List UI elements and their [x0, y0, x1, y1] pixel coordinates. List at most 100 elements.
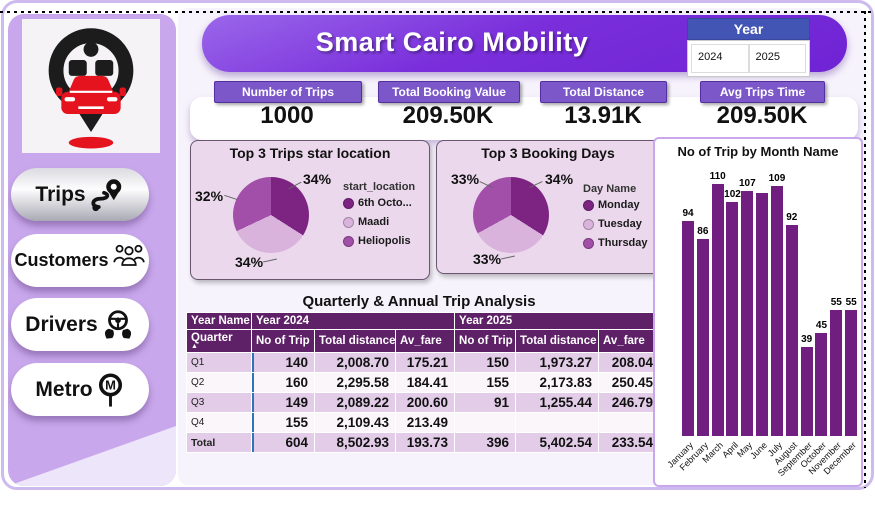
legend-bullet: [343, 216, 354, 228]
pie1-leader-line: [224, 194, 238, 201]
sidebar-item-trips[interactable]: Trips: [11, 168, 149, 221]
row-header-q3: Q3: [187, 393, 251, 412]
table-row-q2[interactable]: Q2 160 2,295.58 184.41 155 2,173.83 250.45: [187, 373, 660, 392]
column-header-2024-av-fare[interactable]: Av_fare: [396, 330, 455, 352]
kpi-label-total-distance: Total Distance: [540, 81, 667, 103]
table-cell: 91: [455, 393, 516, 412]
legend-item-heliopolis[interactable]: Heliopolis: [343, 235, 415, 247]
table-cell: 150: [455, 353, 516, 372]
column-group-year-2025[interactable]: Year 2025: [455, 313, 660, 329]
sidebar-item-metro[interactable]: Metro M: [11, 363, 149, 416]
table-cell: 246.79: [599, 393, 660, 412]
sidebar-item-customers-label: Customers: [14, 250, 109, 270]
bar-value-label: 94: [682, 208, 694, 219]
page-title: Smart Cairo Mobility: [315, 27, 589, 57]
sidebar-item-customers[interactable]: Customers: [11, 234, 149, 287]
pie1-plot[interactable]: [233, 177, 309, 253]
sidebar: Trips Customers Drivers Metro M: [8, 14, 176, 486]
year-option-2024[interactable]: 2024: [691, 44, 749, 73]
bar-value-label: 107: [738, 178, 756, 189]
table-cell: 208.04: [599, 353, 660, 372]
bar-value-label: 110: [709, 171, 726, 182]
bar-value-label: 92: [786, 212, 798, 223]
legend-item-tuesday[interactable]: Tuesday: [583, 218, 648, 230]
legend-item-monday[interactable]: Monday: [583, 199, 648, 211]
bar-chart-title: No of Trip by Month Name: [677, 144, 839, 159]
table-row-total[interactable]: Total 604 8,502.93 193.73 396 5,402.54 233.54: [187, 433, 660, 452]
table-row-q4[interactable]: Q4 155 2,109.43 213.49: [187, 413, 660, 432]
bar-december[interactable]: [845, 310, 858, 436]
table-cell: [599, 413, 660, 432]
column-header-year-name[interactable]: Year Name: [187, 313, 251, 329]
metro-sign-icon: M: [98, 372, 122, 407]
pie1-leader-line: [263, 258, 277, 263]
table-cell: 604: [252, 433, 314, 452]
bar-chart-trips-by-month: No of Trip by Month Name 94 January 86 Febr…: [653, 137, 863, 487]
table-cell: 213.49: [396, 413, 455, 432]
pie2-leader-line: [501, 255, 515, 260]
table-row-q1[interactable]: Q1 140 2,008.70 175.21 150 1,973.27 208.04: [187, 353, 660, 372]
kpi-label-avg-trips-time: Avg Trips Time: [700, 81, 825, 103]
bar-value-label: 55: [845, 297, 857, 308]
column-header-2025-no-of-trip[interactable]: No of Trip: [455, 330, 516, 352]
bar-november[interactable]: [830, 310, 843, 436]
year-slicer-title: Year: [687, 18, 810, 40]
column-header-2025-total-distance[interactable]: Total distance: [516, 330, 599, 352]
legend-bullet: [583, 237, 594, 249]
table-cell: 184.41: [396, 373, 455, 392]
pie2-pct-tuesday: 33%: [473, 251, 502, 267]
bar-april[interactable]: [726, 202, 739, 436]
row-header-q2: Q2: [187, 373, 251, 392]
column-header-2025-av-fare[interactable]: Av_fare: [599, 330, 660, 352]
kpi-label-number-of-trips: Number of Trips: [214, 81, 362, 103]
table-cell: [455, 413, 516, 432]
year-option-2025[interactable]: 2025: [748, 44, 806, 73]
bar-value-label: 102: [724, 189, 741, 200]
column-header-2024-no-of-trip[interactable]: No of Trip: [252, 330, 314, 352]
bar-value-label: 45: [815, 320, 828, 331]
legend-label: Heliopolis: [358, 235, 411, 247]
legend-item-6th-october[interactable]: 6th Octo...: [343, 197, 415, 209]
route-pin-icon: [91, 178, 121, 211]
app-logo: [22, 19, 160, 153]
quarterly-matrix: Year Name Year 2024 Year 2025 Quarter ▲ …: [186, 312, 661, 453]
column-header-2024-total-distance[interactable]: Total distance: [315, 330, 395, 352]
legend-item-maadi[interactable]: Maadi: [343, 216, 415, 228]
table-cell: 149: [252, 393, 314, 412]
table-cell: 2,173.83: [516, 373, 599, 392]
bar-july[interactable]: [770, 186, 783, 436]
table-cell: 233.54: [599, 433, 660, 452]
sidebar-item-drivers[interactable]: Drivers: [11, 298, 149, 351]
bar-value-label: 109: [768, 173, 786, 184]
kpi-value-total-booking-value: 209.50K: [402, 102, 494, 129]
table-cell: 155: [252, 413, 314, 432]
table-row-q3[interactable]: Q3 149 2,089.22 200.60 91 1,255.44 246.79: [187, 393, 660, 412]
selection-dashed-border-right: [864, 11, 866, 488]
bar-june[interactable]: [756, 193, 769, 436]
table-cell: [516, 413, 599, 432]
table-cell: 2,008.70: [315, 353, 395, 372]
legend-label: Thursday: [598, 237, 648, 249]
column-header-quarter[interactable]: Quarter ▲: [187, 330, 251, 352]
bar-may[interactable]: [741, 191, 754, 436]
bar-october[interactable]: [815, 333, 828, 436]
column-group-year-2024[interactable]: Year 2024: [252, 313, 455, 329]
kpi-value-number-of-trips: 1000: [260, 102, 314, 129]
table-cell: 175.21: [396, 353, 455, 372]
table-cell: 396: [455, 433, 516, 452]
bar-march[interactable]: [711, 184, 724, 436]
sidebar-decoration-triangle: [8, 426, 176, 486]
pie2-pct-thursday: 33%: [451, 171, 480, 187]
pie1-pct-6th-october: 34%: [303, 171, 332, 187]
bar-january[interactable]: [682, 221, 694, 436]
legend-item-thursday[interactable]: Thursday: [583, 237, 648, 249]
kpi-value-total-distance: 13.91K: [564, 102, 642, 129]
pie2-pct-monday: 34%: [545, 171, 574, 187]
pie2-plot[interactable]: [473, 177, 549, 253]
bar-february[interactable]: [696, 239, 709, 436]
legend-bullet: [583, 199, 594, 211]
sidebar-item-trips-label: Trips: [35, 182, 86, 206]
table-cell: 5,402.54: [516, 433, 599, 452]
bar-august[interactable]: [785, 225, 798, 436]
bar-september[interactable]: [800, 347, 813, 436]
